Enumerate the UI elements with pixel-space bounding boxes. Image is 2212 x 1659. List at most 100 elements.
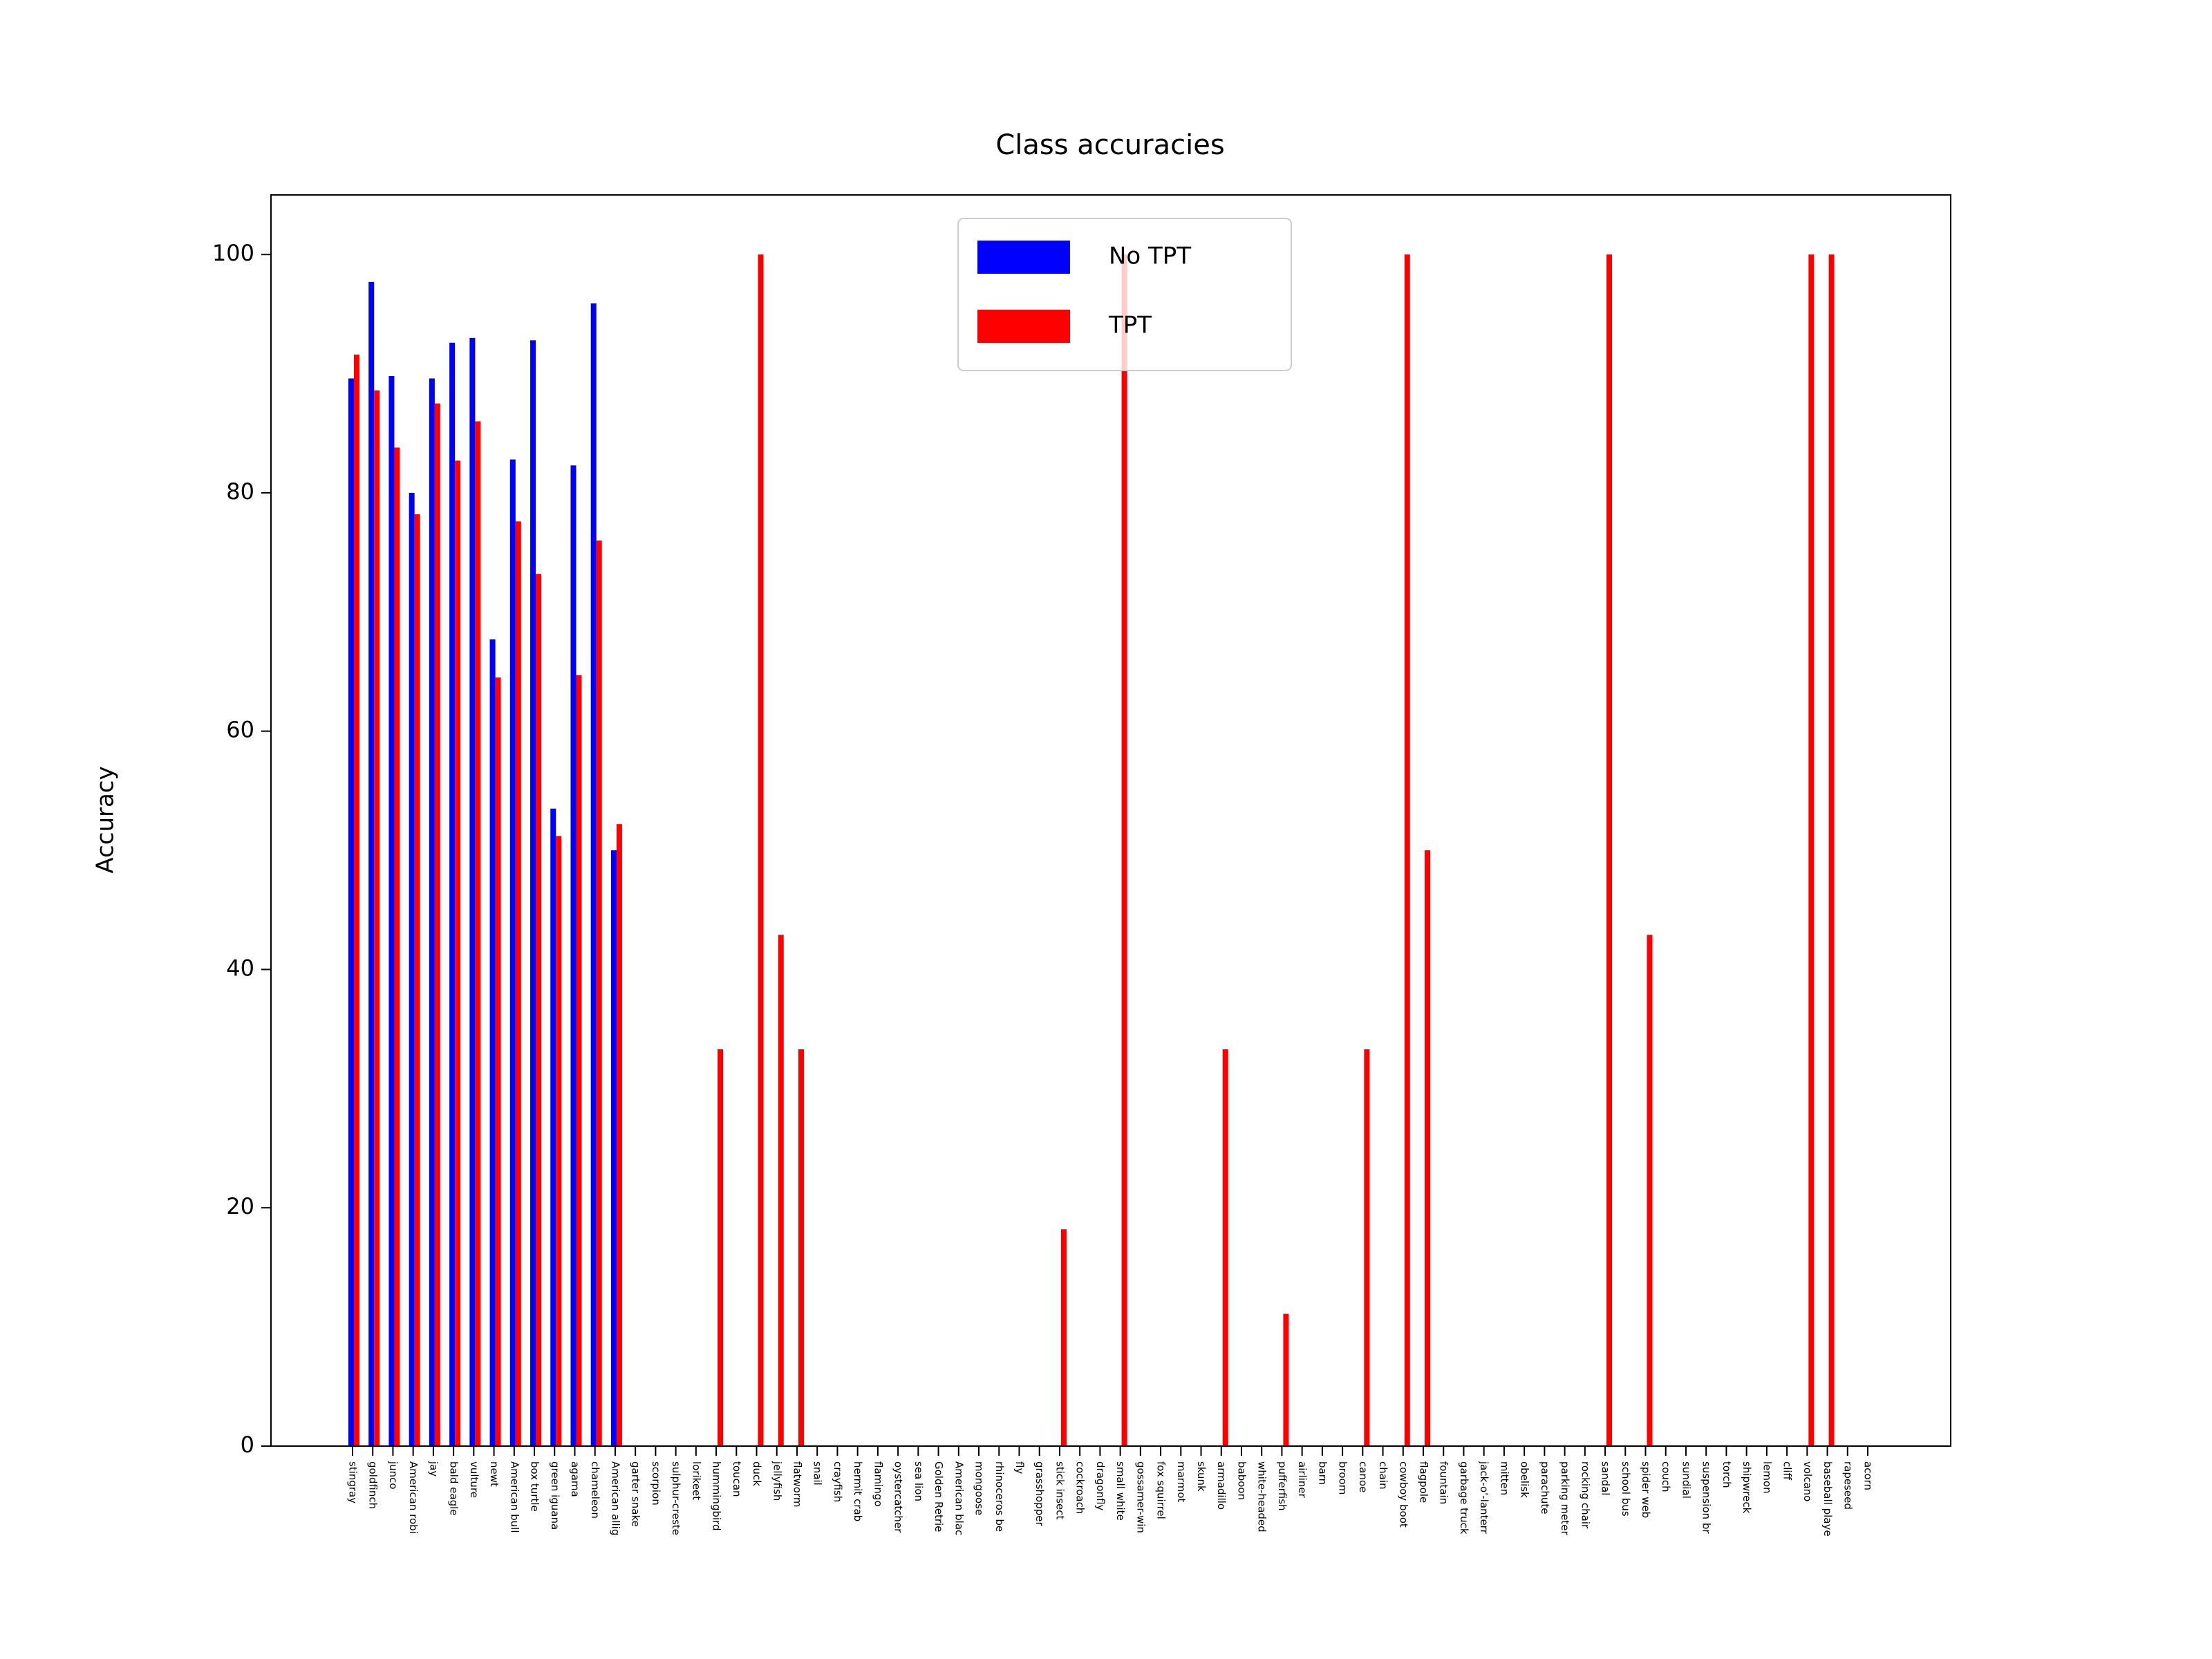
- x-tick-label: small white: [1114, 1461, 1127, 1521]
- bar: [1425, 850, 1431, 1446]
- x-tick-label: bald eagle: [448, 1461, 460, 1516]
- x-tick-label: snail: [812, 1461, 824, 1485]
- x-tick-label: jack-o'-lanterr: [1478, 1461, 1490, 1535]
- x-tick-label: airliner: [1296, 1461, 1309, 1499]
- x-tick-label: vulture: [468, 1461, 480, 1498]
- bar: [475, 421, 481, 1446]
- x-tick-label: fly: [1013, 1461, 1026, 1474]
- x-tick-label: newt: [488, 1461, 500, 1487]
- x-tick-label: barn: [1316, 1461, 1329, 1485]
- x-tick-label: sulphur-creste: [670, 1461, 682, 1535]
- x-tick-label: chameleon: [589, 1461, 601, 1519]
- x-tick-label: crayfish: [832, 1461, 844, 1502]
- x-tick-label: flamingo: [872, 1461, 884, 1507]
- bar: [576, 675, 582, 1446]
- x-tick-label: mitten: [1498, 1461, 1510, 1495]
- x-tick-label: armadillo: [1215, 1461, 1228, 1510]
- bar: [394, 447, 400, 1446]
- bar: [368, 281, 375, 1446]
- bar: [429, 378, 435, 1446]
- x-tick-label: volcano: [1801, 1461, 1814, 1501]
- bar: [590, 303, 597, 1446]
- x-tick-label: junco: [387, 1461, 400, 1490]
- x-tick-label: grasshopper: [1033, 1461, 1046, 1526]
- bar: [616, 824, 622, 1446]
- y-axis-label: Accuracy: [92, 766, 120, 873]
- x-tick-label: American blac: [953, 1461, 965, 1535]
- x-tick-label: obelisk: [1519, 1461, 1531, 1498]
- x-tick-label: spider web: [1640, 1461, 1652, 1518]
- bar: [1222, 1049, 1228, 1446]
- x-tick-label: lemon: [1761, 1461, 1773, 1494]
- x-tick-label: chain: [1377, 1461, 1389, 1490]
- bar: [509, 459, 516, 1446]
- x-tick-label: cockroach: [1074, 1461, 1087, 1514]
- x-tick-label: box turtle: [529, 1461, 541, 1512]
- x-tick-label: acorn: [1862, 1461, 1875, 1490]
- bar: [1828, 254, 1835, 1447]
- bar: [409, 492, 415, 1446]
- x-tick-label: American bull: [508, 1461, 521, 1533]
- bar: [469, 337, 476, 1446]
- bar: [348, 378, 354, 1446]
- x-tick-label: skunk: [1195, 1461, 1208, 1492]
- bar: [1606, 254, 1613, 1447]
- x-tick-label: rapeseed: [1841, 1461, 1854, 1510]
- y-tick-label: 80: [226, 478, 254, 505]
- x-tick-label: agama: [569, 1461, 581, 1497]
- x-tick-label: pufferfish: [1276, 1461, 1288, 1511]
- x-tick-label: garbage truck: [1458, 1461, 1470, 1535]
- x-tick-label: broom: [1337, 1461, 1349, 1494]
- legend: No TPT TPT: [957, 218, 1292, 371]
- y-tick-label: 40: [226, 955, 254, 981]
- x-tick-label: rocking chair: [1579, 1461, 1591, 1529]
- x-tick-label: flagpole: [1418, 1461, 1430, 1503]
- x-tick-label: American robi: [407, 1461, 420, 1534]
- x-tick-label: fountain: [1438, 1461, 1450, 1504]
- bar: [455, 460, 461, 1446]
- bar: [489, 639, 496, 1446]
- x-tick-label: jellyfish: [771, 1461, 783, 1501]
- x-tick-label: baseball playe: [1821, 1461, 1834, 1537]
- legend-swatch: [977, 241, 1070, 274]
- x-tick-label: parachute: [1539, 1461, 1551, 1514]
- x-tick-label: parking meter: [1559, 1461, 1571, 1535]
- legend-label: No TPT: [1109, 243, 1191, 270]
- bar: [758, 254, 764, 1447]
- x-tick-label: fox squirrel: [1155, 1461, 1168, 1519]
- bar: [536, 574, 542, 1447]
- x-tick-label: hermit crab: [852, 1461, 864, 1521]
- x-tick-label: torch: [1721, 1461, 1733, 1488]
- bar: [1121, 254, 1127, 1447]
- x-tick-label: suspension br: [1700, 1461, 1713, 1534]
- x-tick-label: Golden Retrie: [932, 1461, 945, 1532]
- x-tick-label: gossamer-win: [1134, 1461, 1147, 1533]
- x-tick-label: sandal: [1600, 1461, 1612, 1495]
- x-tick-label: oystercatcher: [892, 1461, 905, 1533]
- y-tick-label: 20: [226, 1193, 254, 1219]
- bar: [718, 1049, 724, 1446]
- legend-label: TPT: [1108, 312, 1152, 339]
- x-tick-label: mongoose: [973, 1461, 986, 1515]
- x-tick-label: sundial: [1680, 1461, 1692, 1499]
- chart-title: Class accuracies: [995, 129, 1224, 161]
- x-tick-label: canoe: [1357, 1461, 1369, 1492]
- bar: [1404, 254, 1410, 1447]
- x-tick-label: garter snake: [630, 1461, 642, 1527]
- x-tick-label: dragonfly: [1094, 1461, 1107, 1511]
- x-tick-label: rhinoceros be: [993, 1461, 1006, 1532]
- y-tick-label: 0: [241, 1432, 254, 1458]
- x-tick-label: stick insect: [1053, 1461, 1066, 1520]
- legend-swatch: [977, 310, 1070, 343]
- x-tick-label: flatworm: [791, 1461, 803, 1507]
- bar: [515, 521, 521, 1447]
- y-tick-label: 60: [226, 717, 254, 743]
- x-tick-label: lorikeet: [690, 1461, 702, 1500]
- bar: [530, 340, 536, 1447]
- bar: [1283, 1313, 1289, 1446]
- x-tick-label: American allig: [609, 1461, 621, 1535]
- bar: [556, 836, 562, 1446]
- bar: [414, 514, 420, 1446]
- x-tick-label: marmot: [1175, 1461, 1188, 1502]
